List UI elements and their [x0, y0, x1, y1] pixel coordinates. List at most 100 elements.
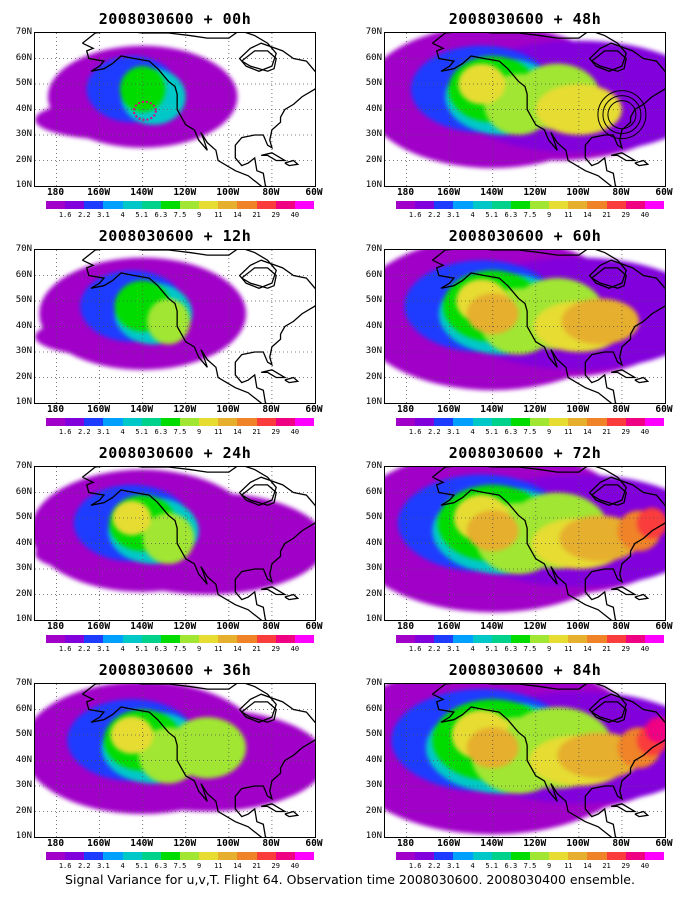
colorbar-label: 9: [197, 211, 202, 219]
map-canvas: [385, 250, 665, 403]
variance-map: [34, 249, 316, 404]
colorbar-swatch: [141, 418, 161, 426]
colorbar-swatch: [491, 852, 511, 860]
colorbar-swatch: [122, 418, 142, 426]
lat-label: 60N: [15, 269, 32, 280]
colorbar-swatch: [103, 852, 123, 860]
colorbar-swatch: [415, 635, 435, 643]
colorbar-swatch: [434, 635, 454, 643]
colorbar-swatch: [218, 201, 238, 209]
colorbar: [396, 852, 664, 860]
lat-label: 30N: [15, 563, 32, 573]
colorbar-label: 3.1: [447, 862, 460, 870]
coastline: [241, 50, 277, 72]
colorbar-swatch: [529, 852, 550, 860]
colorbar-label: 21: [602, 645, 611, 653]
lat-label: 20N: [15, 371, 32, 382]
colorbar-swatch: [122, 852, 142, 860]
lat-label: 40N: [15, 754, 32, 765]
colorbar-swatch: [510, 635, 530, 643]
colorbar-swatch: [472, 418, 492, 426]
colorbar-label: 9: [197, 428, 202, 436]
lon-label: 120W: [173, 838, 197, 849]
colorbar-label: 14: [583, 211, 592, 219]
lon-label: 80W: [262, 838, 280, 849]
colorbar-swatch: [237, 201, 257, 209]
lon-label: 60W: [305, 838, 323, 849]
colorbar-swatch: [65, 418, 85, 426]
colorbar-swatch: [46, 635, 66, 643]
colorbar-swatch: [587, 418, 607, 426]
colorbar-label: 7.5: [523, 428, 537, 436]
map-canvas: [35, 467, 315, 620]
colorbar-swatch: [434, 852, 454, 860]
lon-label: 160W: [87, 187, 111, 198]
colorbar: [396, 418, 664, 426]
colorbar-label: 4: [470, 211, 475, 219]
variance-map: [34, 32, 316, 187]
lat-label: 60N: [15, 486, 32, 497]
colorbar-swatch: [625, 418, 645, 426]
colorbar-swatch: [294, 418, 314, 426]
colorbar-swatch: [65, 852, 85, 860]
colorbar-swatch: [256, 418, 276, 426]
colorbar-label: 7.5: [173, 211, 187, 219]
coastline: [634, 810, 650, 818]
colorbar-swatch: [549, 635, 569, 643]
coastline: [284, 376, 300, 384]
lat-label: 10N: [15, 397, 32, 407]
colorbar-label: 29: [621, 862, 630, 870]
colorbar-swatch: [510, 418, 530, 426]
variance-contour: [466, 293, 519, 335]
colorbar-label: 21: [602, 211, 611, 219]
colorbar-label: 6.3: [504, 211, 518, 219]
colorbar-swatch: [275, 418, 295, 426]
lat-label: 50N: [365, 512, 382, 522]
lat-label: 30N: [15, 346, 32, 356]
lon-label: 180: [46, 404, 65, 415]
colorbar-swatch: [549, 852, 569, 860]
map-canvas: [35, 250, 315, 403]
lon-label: 100W: [216, 621, 240, 632]
colorbar-swatch: [529, 635, 550, 643]
lat-label: 70N: [365, 678, 382, 688]
panel-title: 2008030600 + 60h: [448, 227, 602, 245]
colorbar-swatch: [65, 635, 85, 643]
colorbar-swatch: [568, 201, 588, 209]
colorbar-label: 29: [621, 428, 630, 436]
colorbar-swatch: [606, 635, 626, 643]
colorbar-swatch: [122, 201, 142, 209]
lon-label: 80W: [262, 187, 280, 198]
colorbar-label: 7.5: [523, 862, 537, 870]
colorbar-label: 40: [290, 645, 300, 653]
figure-caption: Signal Variance for u,v,T. Flight 64. Ob…: [65, 872, 635, 887]
lon-label: 80W: [262, 404, 280, 415]
lon-label: 60W: [655, 187, 673, 198]
lon-label: 100W: [216, 187, 240, 198]
target-region-circle: [602, 95, 642, 135]
colorbar: [46, 418, 314, 426]
colorbar-swatch: [103, 635, 123, 643]
colorbar-swatch: [549, 201, 569, 209]
coastline: [634, 159, 650, 167]
coastline: [284, 159, 300, 167]
colorbar-label: 9: [197, 862, 202, 870]
colorbar-swatch: [606, 201, 626, 209]
colorbar-label: 7.5: [523, 645, 537, 653]
lat-label: 40N: [15, 537, 32, 548]
variance-map: [384, 683, 666, 838]
variance-contour: [168, 717, 247, 779]
colorbar-swatch: [179, 852, 200, 860]
colorbar-swatch: [84, 635, 104, 643]
colorbar-label: 2.2: [427, 428, 441, 436]
variance-contour: [466, 727, 519, 769]
colorbar-swatch: [218, 852, 238, 860]
colorbar-label: 1.6: [408, 645, 422, 653]
colorbar-swatch: [199, 635, 219, 643]
lat-label: 30N: [15, 780, 32, 790]
colorbar-swatch: [472, 852, 492, 860]
colorbar-swatch: [549, 418, 569, 426]
colorbar-swatch: [606, 418, 626, 426]
lon-label: 160W: [437, 838, 461, 849]
lat-label: 70N: [15, 678, 32, 688]
